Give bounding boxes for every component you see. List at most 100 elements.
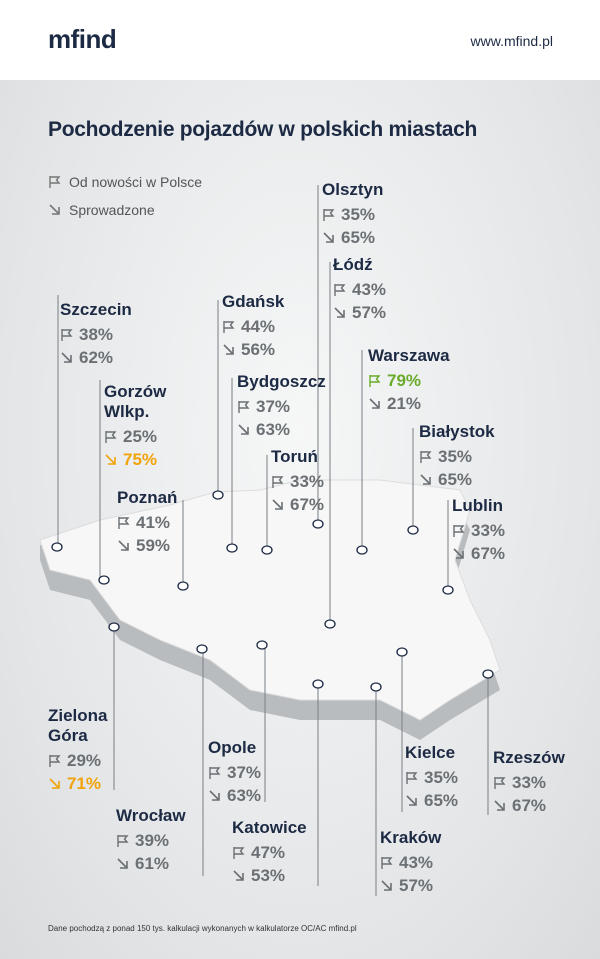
city-label: Opole 37% 63% [208,738,278,807]
city-dot [51,542,63,552]
flag-icon [323,208,335,221]
share-imported: 59% [136,536,171,555]
share-imported: 63% [256,420,291,439]
arrow-icon [223,343,234,355]
share-row: 33% [271,470,351,493]
arrow-icon [420,473,431,485]
share-new: 37% [256,397,291,416]
arrow-icon [369,397,380,409]
city-name: Katowice [232,818,307,837]
share-row: 67% [452,542,532,565]
flag-icon [369,374,381,387]
share-row: 67% [493,794,583,817]
city-label: Katowice 47% 53% [232,818,322,887]
city-name: Toruń [271,447,318,466]
city-label: Kielce 35% 65% [405,743,485,812]
flag-icon [209,766,221,779]
city-label: Rzeszów 33% 67% [493,748,583,817]
flag-icon [117,834,129,847]
share-row: 33% [493,771,583,794]
city-name: Wrocław [116,806,186,825]
share-imported: 65% [438,470,473,489]
city-dot [407,525,419,535]
city-dot [396,647,408,657]
arrow-icon [494,799,505,811]
city-dot [108,622,120,632]
share-row: 43% [380,851,460,874]
share-new: 38% [79,325,114,344]
city-label: Bydgoszcz 37% 63% [237,372,337,441]
share-new: 41% [136,513,171,532]
share-new: 39% [135,831,170,850]
share-row: 37% [208,761,278,784]
flag-icon [105,430,117,443]
share-row: 61% [116,852,206,875]
share-row: 38% [60,323,170,346]
arrow-icon [323,231,334,243]
city-name: Poznań [117,488,178,507]
share-new: 43% [352,280,387,299]
header: mfind www.mfind.pl [0,0,600,80]
arrow-icon [61,351,72,363]
flag-icon [272,475,284,488]
footnote: Dane pochodzą z ponad 150 tys. kalkulacj… [48,924,357,933]
city-name: Bydgoszcz [237,372,326,391]
flag-icon [453,524,465,537]
share-new: 44% [241,317,276,336]
arrow-icon [334,306,345,318]
city-name: Zielona Góra [48,706,108,745]
share-row: 75% [104,448,174,471]
share-row: 25% [104,425,174,448]
share-row: 71% [48,772,118,795]
city-name: Opole [208,738,257,757]
city-label: Warszawa 79% 21% [368,346,468,415]
arrow-icon [118,539,129,551]
flag-icon [233,846,245,859]
share-imported: 62% [79,348,114,367]
share-row: 44% [222,315,302,338]
share-imported: 71% [67,774,102,793]
city-dot [226,543,238,553]
share-new: 43% [399,853,434,872]
arrow-icon [49,204,60,215]
logo: mfind [48,24,117,54]
share-imported: 57% [399,876,434,895]
share-row: 67% [271,493,351,516]
share-row: 63% [237,418,337,441]
arrow-icon [209,789,220,801]
poland-shape [39,479,501,721]
flag-icon [406,771,418,784]
city-label: Olsztyn 35% 65% [322,180,402,249]
arrow-icon [381,879,392,891]
city-name: Łódź [333,255,373,274]
flag-icon [381,856,393,869]
share-new: 25% [123,427,158,446]
share-row: 37% [237,395,337,418]
share-new: 33% [512,773,547,792]
share-row: 41% [117,511,187,534]
city-label: Kraków 43% 57% [380,828,460,897]
share-imported: 63% [227,786,262,805]
share-imported: 21% [387,394,422,413]
title: Pochodzenie pojazdów w polskich miastach [48,118,478,141]
flag-icon [334,283,346,296]
flag-icon [118,516,130,529]
flag-icon [223,320,235,333]
city-name: Warszawa [368,346,450,365]
share-row: 39% [116,829,206,852]
share-new: 79% [387,371,422,390]
share-new: 33% [471,521,506,540]
city-dot [312,679,324,689]
share-imported: 65% [341,228,376,247]
city-name: Lublin [452,496,503,515]
share-row: 53% [232,864,322,887]
city-dot [177,581,189,591]
share-row: 33% [452,519,532,542]
city-name: Kraków [380,828,442,847]
city-label: Szczecin 38% 62% [60,300,170,369]
city-name: Kielce [405,743,456,762]
city-dot [370,682,382,692]
city-name: Białystok [419,422,495,441]
share-row: 56% [222,338,302,361]
